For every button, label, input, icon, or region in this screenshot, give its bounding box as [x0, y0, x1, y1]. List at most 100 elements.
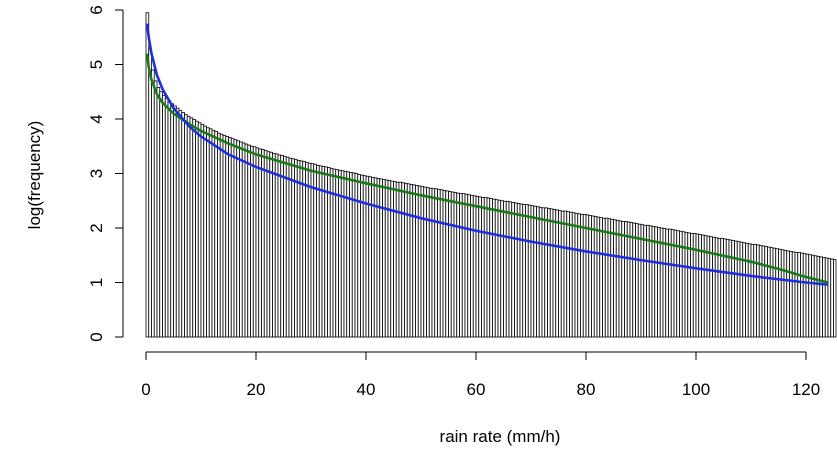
green-fit-line	[145, 53, 829, 284]
histogram-bar	[580, 213, 584, 338]
y-tick-label: 1	[87, 278, 106, 287]
histogram-bar	[252, 146, 257, 338]
x-tick-label: 40	[357, 380, 376, 399]
histogram-bar	[783, 249, 788, 338]
histogram-bar	[813, 255, 818, 338]
histogram-bar	[398, 181, 403, 338]
histogram-bar	[728, 239, 733, 338]
histogram-bar	[371, 176, 375, 338]
histogram-bar	[384, 179, 389, 338]
histogram-bar	[544, 207, 548, 338]
histogram-bar	[439, 189, 444, 338]
histogram-bar	[376, 178, 381, 338]
histogram-bar	[428, 187, 433, 338]
histogram-bar	[478, 196, 482, 338]
histogram-bar	[170, 103, 174, 338]
histogram-bar	[299, 160, 304, 338]
histogram-bar	[750, 243, 755, 338]
histogram-bar	[472, 195, 477, 338]
histogram-bar	[445, 190, 449, 338]
histogram-bar	[643, 224, 647, 338]
histogram-bar	[758, 245, 763, 338]
histogram-bar	[602, 217, 606, 338]
histogram-bar	[417, 185, 422, 338]
histogram-bar	[505, 200, 510, 338]
histogram-bar	[390, 180, 394, 338]
histogram-bar	[475, 195, 480, 338]
histogram-bar	[541, 207, 546, 338]
histogram-bar	[431, 188, 436, 338]
histogram-bar	[167, 100, 172, 338]
histogram-bar	[184, 114, 188, 338]
histogram-bar	[217, 132, 221, 338]
histogram-bar	[811, 254, 815, 338]
histogram-bar	[453, 192, 458, 338]
x-tick-label: 120	[792, 380, 820, 399]
histogram-bar	[285, 156, 290, 338]
blue-fit-line	[145, 23, 829, 286]
histogram-bar	[591, 215, 595, 338]
histogram-bar	[206, 127, 210, 338]
histogram-bar	[800, 252, 804, 338]
histogram-bar	[373, 177, 378, 338]
histogram-bar	[492, 198, 496, 338]
y-tick-label: 0	[87, 332, 106, 341]
histogram-bar	[723, 238, 727, 338]
histogram-bar	[406, 183, 411, 338]
histogram-bar	[294, 158, 298, 338]
histogram-bar	[717, 237, 722, 338]
histogram-bar	[261, 149, 265, 338]
histogram-bar	[263, 150, 268, 338]
fit-lines	[145, 23, 829, 286]
histogram-bar	[822, 257, 826, 338]
histogram-bar	[797, 252, 801, 338]
histogram-bar	[714, 237, 719, 338]
histogram-bar	[244, 143, 249, 338]
histogram-bar	[195, 120, 199, 338]
histogram-bar	[582, 213, 587, 338]
histogram-bar	[305, 162, 309, 338]
histogram-bar	[461, 193, 466, 338]
histogram-bar	[789, 251, 793, 338]
histogram-bar	[437, 188, 441, 338]
histogram-bar	[731, 240, 735, 338]
histogram-bar	[192, 119, 196, 338]
histogram-bar	[585, 214, 590, 338]
histogram-bar	[255, 147, 260, 338]
histogram-bar	[596, 216, 601, 338]
histogram-bar	[508, 201, 513, 338]
histogram-bar	[362, 175, 367, 338]
y-axis: 0 1 2 3 4 5 6	[87, 5, 124, 342]
histogram-bar	[247, 144, 251, 338]
histogram-bar	[552, 209, 557, 338]
histogram-bar	[745, 242, 749, 338]
histogram-bar	[747, 243, 752, 338]
histogram-bar	[415, 185, 419, 338]
histogram-bar	[624, 221, 628, 338]
histogram-bar	[621, 221, 625, 338]
y-axis-title: log(frequency)	[25, 121, 44, 230]
histogram-bar	[805, 253, 810, 338]
histogram-bar	[310, 163, 315, 338]
histogram-bar	[365, 175, 370, 338]
histogram-bar	[401, 182, 405, 338]
histogram-bar	[514, 202, 518, 338]
histogram-bar	[527, 204, 532, 338]
histogram-bar	[153, 80, 158, 338]
histogram-bar	[780, 249, 785, 338]
y-tick-label: 3	[87, 169, 106, 178]
histogram-bar	[629, 222, 634, 338]
y-tick-label: 5	[87, 60, 106, 69]
histogram-bar	[274, 153, 279, 338]
histogram-bar	[494, 199, 499, 338]
histogram-bar	[197, 122, 202, 338]
histogram-bar	[459, 193, 463, 338]
histogram-bar	[387, 180, 392, 338]
histogram-bar	[269, 151, 273, 338]
histogram-bar	[794, 252, 799, 338]
histogram-bar	[610, 218, 614, 338]
x-tick-label: 60	[467, 380, 486, 399]
x-tick-label: 80	[577, 380, 596, 399]
histogram-bar	[162, 95, 166, 338]
